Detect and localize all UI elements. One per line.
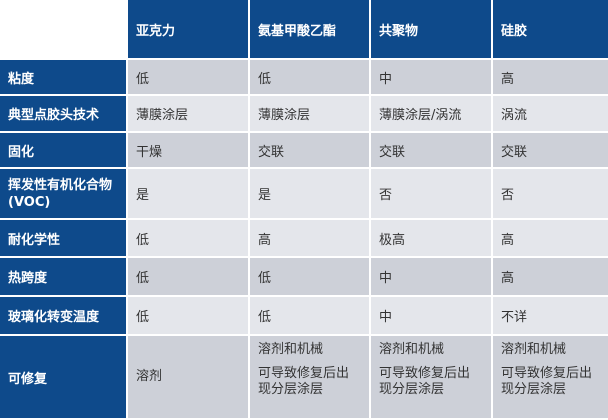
corner-cell	[0, 0, 126, 58]
table-cell: 溶剂和机械 可导致修复后出现分层涂层	[371, 336, 491, 418]
cell-line: 溶剂	[136, 369, 163, 384]
cell-line: 溶剂和机械	[258, 342, 324, 357]
table-cell: 低	[250, 297, 369, 334]
table-row: 典型点胶头技术 薄膜涂层 薄膜涂层 薄膜涂层/涡流 涡流	[0, 96, 608, 131]
table-cell: 薄膜涂层	[128, 96, 248, 131]
row-header: 玻璃化转变温度	[0, 297, 126, 334]
cell-line: 可导致修复后出现分层涂层	[501, 366, 593, 397]
row-header: 挥发性有机化合物(VOC)	[0, 169, 126, 218]
table-cell: 低	[250, 258, 369, 295]
table-cell: 低	[128, 220, 248, 256]
table-cell: 不详	[493, 297, 608, 334]
table-cell: 交联	[371, 133, 491, 167]
row-header: 粘度	[0, 60, 126, 94]
table-cell: 低	[128, 297, 248, 334]
table-cell: 极高	[371, 220, 491, 256]
row-header: 热跨度	[0, 258, 126, 295]
column-header: 硅胶	[493, 0, 608, 58]
table-row: 热跨度 低 低 中 高	[0, 258, 608, 295]
table-cell: 溶剂和机械 可导致修复后出现分层涂层	[493, 336, 608, 418]
table-cell: 高	[493, 258, 608, 295]
cell-line: 溶剂和机械	[501, 342, 567, 357]
table-cell: 薄膜涂层	[250, 96, 369, 131]
table-cell: 溶剂	[128, 336, 248, 418]
cell-line: 可导致修复后出现分层涂层	[258, 366, 350, 397]
table-cell: 涡流	[493, 96, 608, 131]
cell-line: 溶剂和机械	[379, 342, 445, 357]
table-cell: 中	[371, 258, 491, 295]
table-cell: 中	[371, 297, 491, 334]
table-cell: 高	[493, 220, 608, 256]
table-cell: 交联	[250, 133, 369, 167]
table-cell: 低	[128, 258, 248, 295]
table-cell: 溶剂和机械 可导致修复后出现分层涂层	[250, 336, 369, 418]
table-row: 可修复 溶剂 溶剂和机械 可导致修复后出现分层涂层 溶剂和机械 可导致修复后出现…	[0, 336, 608, 418]
table-row: 耐化学性 低 高 极高 高	[0, 220, 608, 256]
table-cell: 是	[128, 169, 248, 218]
table-cell: 是	[250, 169, 369, 218]
table-cell: 低	[250, 60, 369, 94]
cell-line: 可导致修复后出现分层涂层	[379, 366, 471, 397]
row-header: 可修复	[0, 336, 126, 418]
table-cell: 高	[250, 220, 369, 256]
table-cell: 否	[493, 169, 608, 218]
column-header: 氨基甲酸乙酯	[250, 0, 369, 58]
row-header: 耐化学性	[0, 220, 126, 256]
table-row: 粘度 低 低 中 高	[0, 60, 608, 94]
row-header: 固化	[0, 133, 126, 167]
table-cell: 干燥	[128, 133, 248, 167]
column-header: 共聚物	[371, 0, 491, 58]
table-row: 挥发性有机化合物(VOC) 是 是 否 否	[0, 169, 608, 218]
table-row: 玻璃化转变温度 低 低 中 不详	[0, 297, 608, 334]
table-cell: 低	[128, 60, 248, 94]
column-header: 亚克力	[128, 0, 248, 58]
table-cell: 交联	[493, 133, 608, 167]
table-cell: 中	[371, 60, 491, 94]
table-cell: 薄膜涂层/涡流	[371, 96, 491, 131]
header-row: 亚克力 氨基甲酸乙酯 共聚物 硅胶	[0, 0, 608, 58]
table-cell: 高	[493, 60, 608, 94]
row-header: 典型点胶头技术	[0, 96, 126, 131]
table-row: 固化 干燥 交联 交联 交联	[0, 133, 608, 167]
table-cell: 否	[371, 169, 491, 218]
